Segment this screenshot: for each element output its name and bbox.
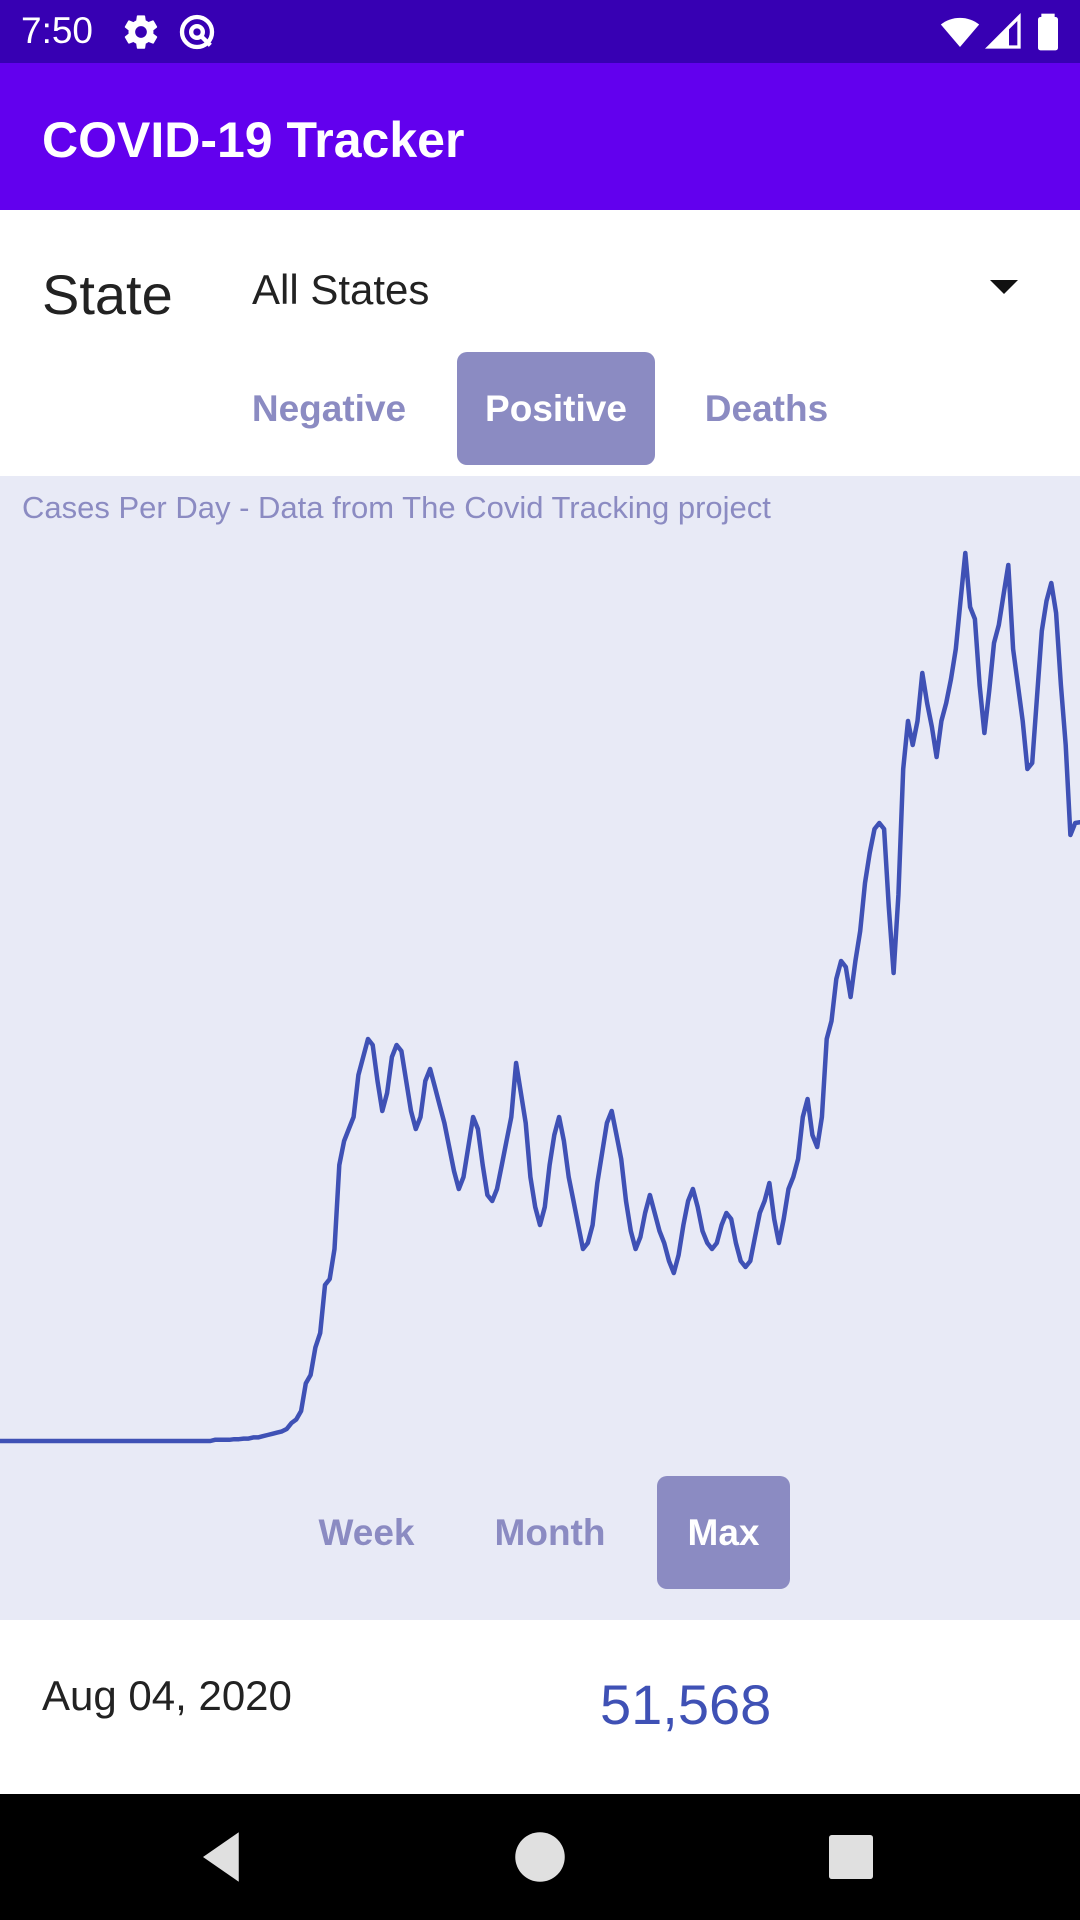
app-bar: COVID-19 Tracker [0, 63, 1080, 210]
tab-week[interactable]: Week [318, 1512, 415, 1553]
dropdown-arrow-icon [990, 280, 1018, 294]
cell-signal-icon [984, 12, 1021, 49]
navigation-bar [0, 1794, 1080, 1920]
selection-detail: Aug 04, 2020 51,568 [0, 1620, 1080, 1794]
selected-date: Aug 04, 2020 [42, 1672, 292, 1719]
gear-icon [124, 15, 158, 49]
app-title: COVID-19 Tracker [42, 112, 465, 168]
state-selector-row: State All States [0, 210, 1080, 345]
state-dropdown-value: All States [252, 266, 430, 313]
tab-deaths[interactable]: Deaths [704, 388, 829, 429]
cases-line-chart[interactable] [0, 476, 1080, 1476]
home-icon[interactable] [507, 1824, 573, 1890]
state-dropdown[interactable]: All States [232, 250, 1042, 330]
range-toggle-group: Week Month Max [0, 1476, 1080, 1589]
wifi-icon [940, 17, 980, 47]
tab-positive[interactable]: Positive [457, 352, 655, 465]
back-icon[interactable] [192, 1824, 258, 1890]
recents-icon[interactable] [818, 1824, 884, 1890]
metric-toggle-group: Negative Positive Deaths [0, 352, 1080, 465]
chart-caption: Cases Per Day - Data from The Covid Trac… [22, 490, 771, 525]
status-bar: 7:50 [0, 0, 1080, 63]
tab-negative[interactable]: Negative [251, 388, 407, 429]
at-sign-icon [179, 14, 215, 50]
chart-panel: Cases Per Day - Data from The Covid Trac… [0, 476, 1080, 1620]
battery-icon [1038, 13, 1058, 51]
series-line [0, 550, 1080, 1444]
tab-max[interactable]: Max [657, 1476, 790, 1589]
selected-value: 51,568 [600, 1673, 772, 1736]
tab-month[interactable]: Month [494, 1512, 606, 1553]
status-time: 7:50 [21, 10, 94, 51]
state-label: State [42, 263, 173, 326]
